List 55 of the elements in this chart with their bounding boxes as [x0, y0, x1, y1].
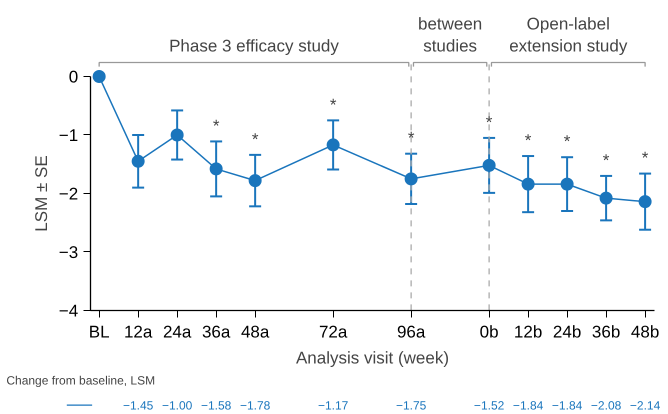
- point: [638, 195, 652, 208]
- data-label: −1.78: [240, 398, 271, 413]
- annotation: *: [524, 131, 532, 150]
- x-tick-label: 36a: [202, 322, 231, 342]
- y-axis-title: LSM ± SE: [32, 155, 52, 232]
- x-tick-label: 12a: [124, 322, 153, 342]
- data-label: −1.84: [512, 398, 544, 413]
- point: [92, 70, 106, 84]
- point: [482, 158, 496, 172]
- data-label: −1.45: [122, 398, 154, 413]
- annotation: *: [408, 128, 415, 148]
- x-tick-label: 24b: [552, 322, 582, 342]
- annotation: *: [602, 150, 610, 170]
- annotation: *: [564, 132, 571, 152]
- point: [170, 128, 184, 142]
- data-label: −1.52: [474, 398, 505, 413]
- annotation: *: [486, 112, 493, 132]
- y-tick-label: −2: [58, 184, 78, 204]
- point: [210, 162, 223, 176]
- y-tick-label: 0: [68, 68, 78, 87]
- x-tick-label: 0b: [480, 322, 499, 342]
- x-tick-label: BL: [88, 322, 110, 342]
- data-label: −1.75: [396, 398, 427, 413]
- y-tick-label: −1: [58, 126, 78, 145]
- point: [560, 178, 574, 191]
- text: between studies: [418, 14, 482, 56]
- annotation: *: [212, 116, 220, 136]
- data-label: −1.17: [318, 398, 349, 413]
- data-label: −1.84: [552, 398, 583, 413]
- x-tick-label: 36b: [592, 322, 620, 342]
- data-label: −1.58: [200, 398, 232, 413]
- data-label: −2.08: [590, 398, 622, 413]
- point: [326, 138, 340, 152]
- point: [404, 172, 418, 186]
- annotation: *: [252, 130, 259, 149]
- x-tick-label: 24a: [162, 322, 192, 342]
- x-tick-label: 48b: [630, 322, 660, 342]
- data-label: −2.14: [630, 398, 661, 413]
- point: [248, 174, 262, 188]
- x-axis-title: Analysis visit (week): [296, 348, 450, 368]
- point: [600, 192, 613, 205]
- annotation: *: [330, 95, 337, 114]
- point: [132, 154, 145, 168]
- x-tick-label: 12b: [514, 322, 542, 342]
- point: [522, 178, 535, 191]
- text: Open-label extension study: [509, 14, 628, 56]
- x-tick-label: 96a: [396, 322, 426, 342]
- annotation: *: [642, 148, 649, 168]
- y-tick-label: −3: [58, 242, 78, 262]
- x-tick-label: 72a: [318, 322, 348, 342]
- text: Phase 3 efficacy study: [169, 36, 340, 56]
- y-tick-label: −4: [58, 301, 78, 320]
- x-tick-label: 48a: [240, 322, 270, 342]
- data-label: −1.00: [162, 398, 193, 413]
- text: Change from baseline, LSM: [6, 374, 156, 388]
